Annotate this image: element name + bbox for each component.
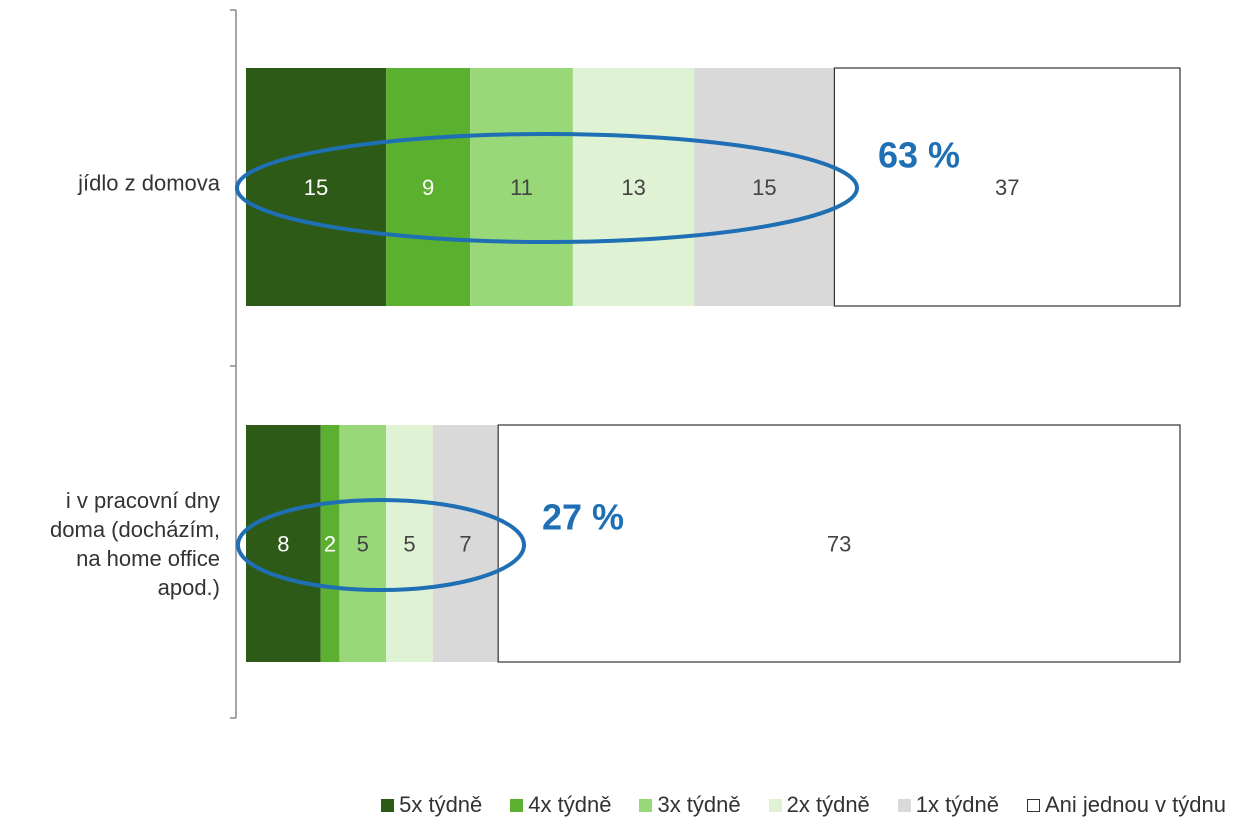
legend-item: 1x týdně [897,792,999,818]
legend-item: 2x týdně [768,792,870,818]
bar-segment [694,68,835,306]
legend-item: 5x týdně [381,792,482,818]
bar-segment [386,68,471,306]
data-label: 2 [324,531,336,556]
annotation: 63 % [878,135,960,176]
legend-label: Ani jednou v týdnu [1044,792,1226,817]
legend: 5x týdně 4x týdně 3x týdně 2x týdně 1x týdně… [353,792,1226,818]
bar-segment [246,68,387,306]
data-label: 7 [459,531,471,556]
bar-segment [386,425,433,662]
annotation: 27 % [542,497,624,538]
legend-swatch [1026,798,1040,812]
legend-label: 3x týdně [657,792,741,817]
legend-swatch [768,798,782,812]
legend-swatch [381,798,395,812]
legend-item: Ani jednou v týdnu [1026,792,1226,818]
data-label: 5 [357,531,369,556]
bar-segment [833,67,1181,307]
legend-swatch [510,798,524,812]
legend-label: 5x týdně [399,792,483,817]
data-label: 73 [827,531,851,556]
highlight-ellipse [236,498,526,592]
bar-segment [497,424,1181,663]
legend-swatch [897,798,911,812]
legend-label: 2x týdně [786,792,870,817]
data-label: 15 [752,175,776,200]
data-label: 8 [277,531,289,556]
bar-segment [320,425,340,662]
data-label: 9 [422,175,434,200]
bar-segment [432,425,499,662]
legend-item: 4x týdně [510,792,611,818]
legend-swatch [639,798,653,812]
data-label: 11 [510,175,533,200]
bar-segment [572,68,695,306]
data-label: 15 [304,175,328,200]
data-label: 13 [621,175,645,200]
data-label: 37 [995,175,1019,200]
highlight-ellipse [235,132,859,244]
category-label: i v pracovní dny doma (docházím, na home… [50,487,220,600]
bar-segment [246,425,321,662]
bar-segment [339,425,387,662]
legend-label: 1x týdně [915,792,999,817]
category-label: jídlo z domova [78,170,220,196]
legend-item: 3x týdně [639,792,741,818]
bar-segment [470,68,573,306]
legend-label: 4x týdně [528,792,612,817]
data-label: 5 [403,531,415,556]
